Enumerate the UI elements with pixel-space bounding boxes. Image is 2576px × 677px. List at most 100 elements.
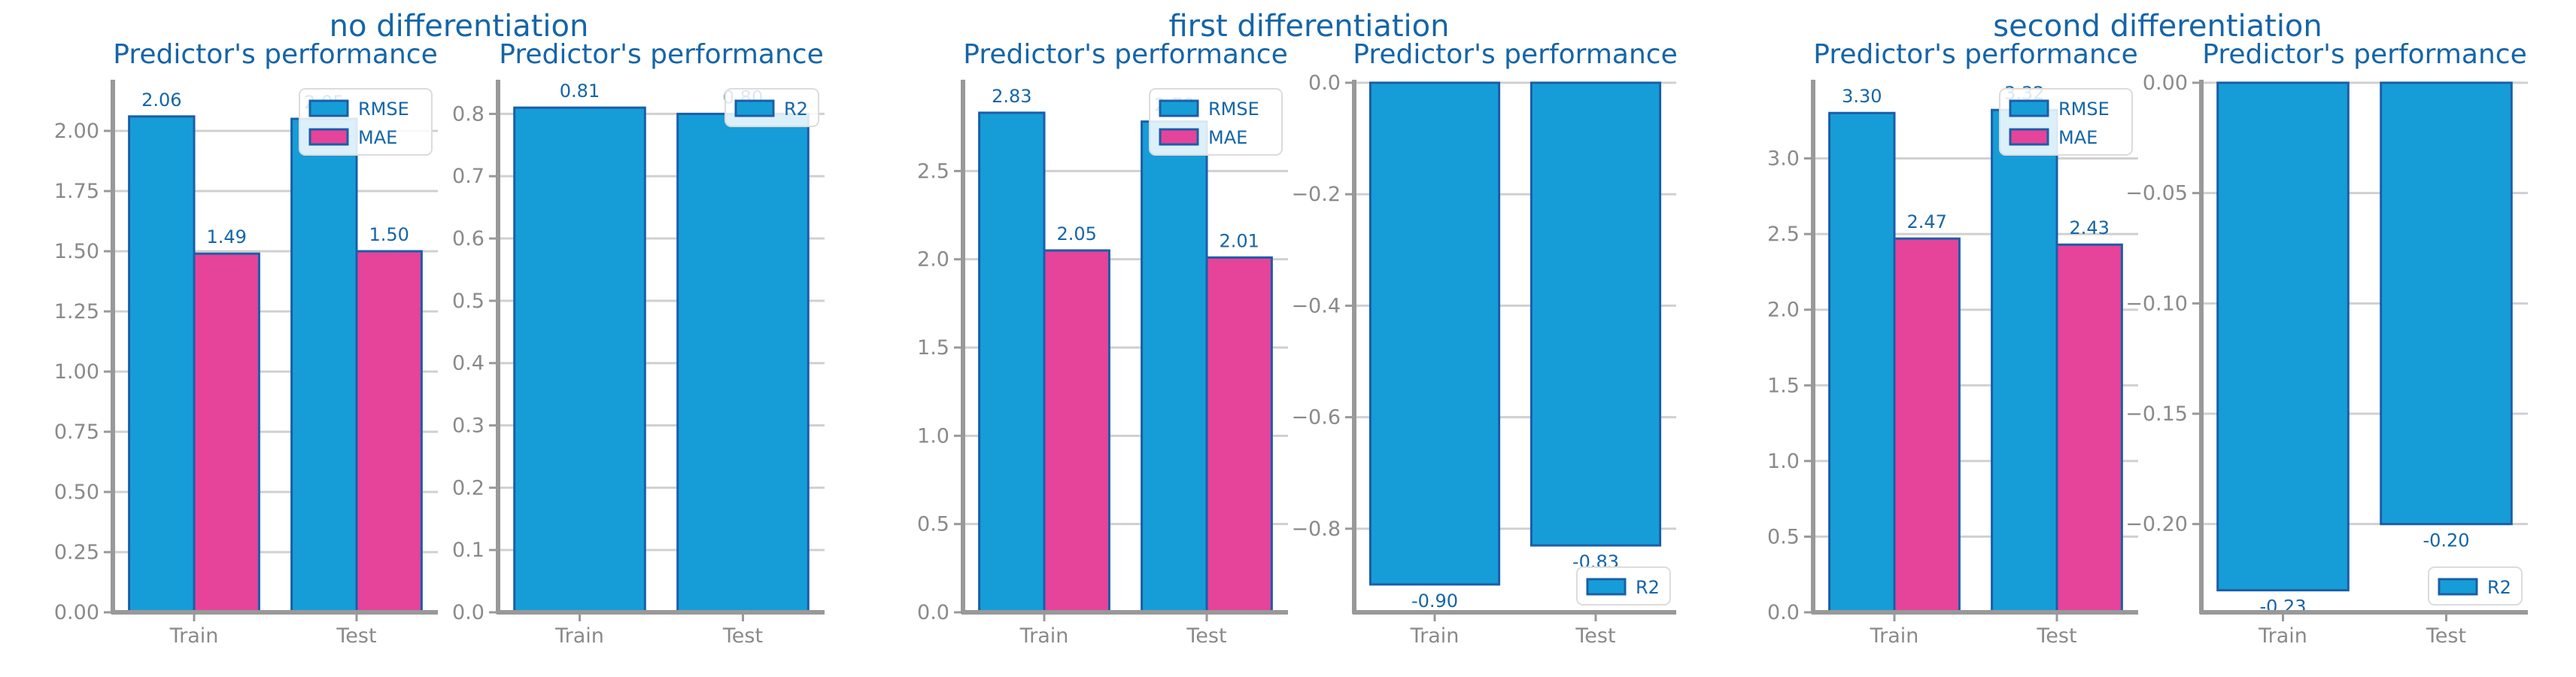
y-tick-label: 1.50 — [54, 240, 99, 263]
bar-rmse-train — [978, 111, 1046, 614]
data-label: 2.06 — [141, 90, 181, 111]
legend: RMSE MAE — [299, 88, 433, 156]
x-tick-label: Train — [2258, 624, 2307, 648]
chart-panel-second-diff-error: Predictor's performance 0.0 0.5 1.0 1.5 2.0 2.… — [1767, 39, 2138, 648]
legend-swatch-rmse — [1159, 99, 1199, 117]
x-tick-label: Train — [1870, 624, 1919, 648]
chart-panel-first-diff-r2: Predictor's performance 0.0 −0.2 −0.4 −0.6 −0… — [1291, 39, 1677, 648]
legend-label-mae: MAE — [358, 127, 397, 148]
data-label: 3.30 — [1842, 86, 1882, 107]
panel-title: Predictor's performance — [1353, 39, 1677, 70]
y-tick-label: 1.0 — [1767, 450, 1800, 473]
bar-r2-train — [1368, 81, 1501, 586]
bar-mae-test — [2055, 243, 2123, 614]
bar-rmse-train — [128, 115, 196, 614]
y-tick-label: −0.6 — [1291, 406, 1341, 430]
bar-r2-train — [513, 106, 646, 614]
bar-rmse-test — [290, 117, 358, 614]
y-tick-label: −0.8 — [1291, 518, 1341, 541]
legend-swatch-mae — [308, 128, 349, 146]
legend-label-rmse: RMSE — [358, 99, 409, 120]
bar-rmse-train — [1828, 111, 1896, 614]
bar-rmse-test — [1141, 120, 1208, 614]
y-tick-label: 2.5 — [917, 159, 949, 183]
y-tick-label: 1.5 — [1767, 374, 1800, 397]
bar-r2-test — [2380, 81, 2513, 526]
y-tick-label: 0.50 — [54, 481, 99, 504]
y-tick-label: −0.2 — [1291, 183, 1341, 206]
group-title-second-differentiation: second differentiation — [1993, 9, 2322, 44]
panel-title: Predictor's performance — [113, 39, 437, 70]
legend-label-mae: MAE — [1208, 127, 1247, 148]
data-label: 1.50 — [369, 224, 409, 245]
panel-title: Predictor's performance — [963, 39, 1287, 70]
y-tick-label: 0.00 — [2143, 71, 2188, 95]
chart-panel-second-diff-r2: Predictor's performance 0.00 −0.05 −0.10 −0.… — [2125, 39, 2528, 648]
y-tick-label: 0.00 — [54, 601, 99, 624]
data-label: 2.01 — [1219, 230, 1259, 251]
x-tick-label: Train — [1019, 624, 1069, 648]
y-tick-label: −0.15 — [2125, 402, 2188, 426]
y-tick-label: 2.5 — [1767, 223, 1800, 246]
chart-panel-no-diff-error: Predictor's performance 0.00 0.25 0.50 0.75 1… — [54, 39, 438, 648]
y-tick-label: 1.5 — [917, 336, 949, 360]
legend-label-r2: R2 — [784, 99, 808, 120]
bar-mae-train — [1043, 249, 1110, 614]
legend-label-rmse: RMSE — [2058, 99, 2110, 120]
y-tick-label: 0.5 — [452, 290, 485, 313]
bar-mae-train — [193, 252, 260, 614]
y-tick-label: 2.0 — [917, 248, 949, 272]
x-tick-label: Test — [1186, 624, 1226, 648]
legend-swatch-r2 — [2438, 578, 2478, 596]
y-tick-label: 0.4 — [452, 352, 485, 375]
y-tick-label: 0.8 — [452, 102, 485, 126]
y-tick-label: 0.5 — [917, 513, 949, 536]
legend: R2 — [724, 88, 819, 127]
chart-panel-first-diff-error: Predictor's performance 0.0 0.5 1.0 1.5 2.0 2.… — [917, 39, 1288, 648]
x-tick-label: Train — [169, 624, 219, 648]
panel-title: Predictor's performance — [1813, 39, 2137, 70]
y-tick-label: 3.0 — [1767, 147, 1800, 171]
y-tick-label: −0.05 — [2125, 182, 2188, 205]
y-tick-label: 0.75 — [54, 420, 99, 444]
y-tick-label: 0.0 — [917, 601, 949, 624]
data-label: 2.47 — [1906, 211, 1946, 232]
bar-rmse-test — [1991, 108, 2058, 614]
legend: R2 — [2428, 566, 2523, 606]
x-tick-label: Test — [722, 624, 763, 648]
y-tick-label: 0.25 — [54, 541, 99, 564]
bar-r2-test — [1530, 81, 1662, 547]
bar-mae-test — [355, 250, 423, 614]
group-title-no-differentiation: no differentiation — [330, 9, 589, 44]
bar-r2-test — [676, 112, 810, 614]
data-label: 2.83 — [992, 86, 1031, 107]
data-label: 1.49 — [206, 226, 246, 247]
panel-title: Predictor's performance — [499, 39, 823, 70]
panel-title: Predictor's performance — [2202, 39, 2526, 70]
y-tick-label: 2.0 — [1767, 299, 1800, 322]
legend-swatch-rmse — [2009, 99, 2049, 117]
y-tick-label: 1.00 — [54, 360, 99, 384]
y-tick-label: 0.0 — [452, 601, 485, 624]
y-tick-label: −0.4 — [1291, 294, 1341, 317]
y-tick-label: 0.2 — [452, 476, 485, 499]
data-label: -0.20 — [2423, 530, 2469, 551]
y-tick-label: 1.75 — [54, 180, 99, 203]
y-tick-label: 0.5 — [1767, 525, 1800, 548]
bar-r2-train — [2216, 81, 2350, 592]
y-tick-label: 2.00 — [54, 120, 99, 143]
y-tick-label: 1.25 — [54, 300, 99, 323]
x-tick-label: Train — [554, 624, 604, 648]
bar-mae-train — [1893, 237, 1961, 614]
chart-panel-no-diff-r2: Predictor's performance 0.0 0.1 0.2 0.3 0.4 0.… — [452, 39, 825, 648]
data-label: 2.43 — [2069, 217, 2109, 238]
x-tick-label: Test — [1575, 624, 1615, 648]
x-tick-label: Test — [2036, 624, 2076, 648]
legend: RMSE MAE — [1999, 88, 2133, 156]
y-tick-label: 1.0 — [917, 424, 949, 448]
x-tick-label: Test — [336, 624, 376, 648]
data-label: 0.81 — [560, 80, 600, 102]
legend-label-r2: R2 — [2487, 577, 2511, 598]
legend-swatch-rmse — [308, 99, 349, 117]
